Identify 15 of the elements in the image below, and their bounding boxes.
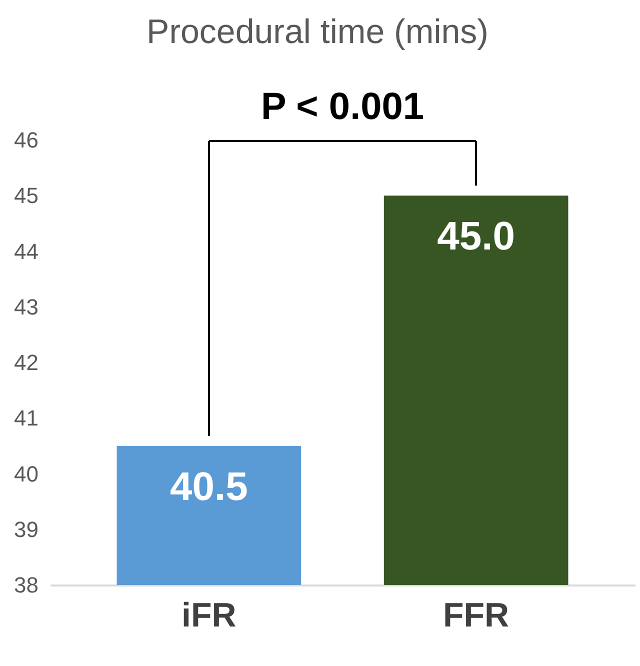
chart-title: Procedural time (mins) (146, 13, 488, 51)
x-tick-label: FFR (443, 596, 510, 634)
y-tick-label: 46 (14, 128, 38, 152)
y-tick-label: 41 (14, 406, 38, 431)
y-tick-label: 40 (14, 461, 38, 486)
y-tick-label: 38 (14, 572, 38, 598)
data-label: 40.5 (170, 464, 248, 509)
y-tick-label: 44 (14, 238, 38, 264)
y-tick-label: 45 (14, 183, 38, 208)
x-tick-label: iFR (182, 596, 236, 634)
y-tick-label: 43 (14, 294, 38, 320)
y-tick-label: 39 (14, 516, 38, 542)
y-tick-label: 42 (14, 350, 38, 375)
data-label: 45.0 (437, 214, 515, 259)
text: P < 0.001 (260, 86, 424, 128)
